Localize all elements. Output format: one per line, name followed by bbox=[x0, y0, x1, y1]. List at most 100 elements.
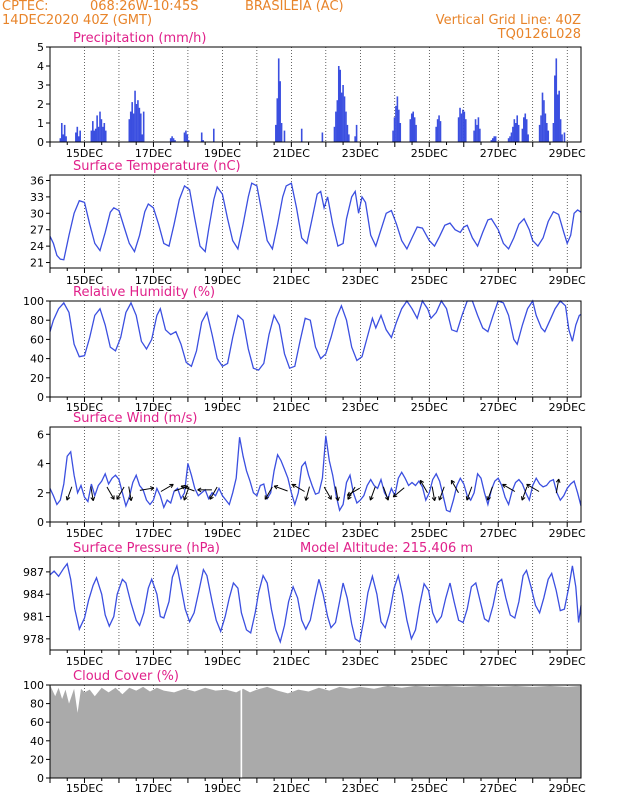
precip-bar bbox=[393, 117, 396, 142]
precip-bar bbox=[512, 126, 514, 142]
precip-bar bbox=[62, 134, 65, 142]
wind-arrow-head bbox=[487, 497, 491, 501]
precip-bar bbox=[200, 132, 203, 142]
y-tick-label: 2 bbox=[37, 98, 44, 111]
wind-arrow-head bbox=[183, 496, 185, 501]
y-tick-label: 1 bbox=[37, 117, 44, 130]
y-tick-label: 981 bbox=[23, 611, 44, 624]
wind-arrow-head bbox=[387, 496, 390, 501]
panel-4: Surface Wind (m/s) 0 2 4 6 15DEC 17DEC 19DEC 21D… bbox=[37, 411, 586, 540]
precip-bar bbox=[477, 117, 480, 142]
wind-arrow-head bbox=[304, 496, 307, 501]
wind-arrow bbox=[305, 486, 310, 501]
wind-arrow-head bbox=[197, 489, 202, 493]
x-tick-label: 27DEC bbox=[480, 782, 517, 795]
precip-bar bbox=[185, 130, 187, 142]
precip-bar bbox=[345, 111, 347, 142]
wind-arrow bbox=[502, 483, 516, 492]
precip-bar bbox=[336, 100, 339, 142]
precip-bar bbox=[79, 130, 81, 142]
precip-bar bbox=[187, 140, 190, 142]
precip-bar bbox=[436, 119, 439, 142]
precip-bar bbox=[563, 132, 566, 142]
y-tick-label: 100 bbox=[23, 295, 44, 308]
precip-bar bbox=[493, 136, 496, 142]
wind-arrow bbox=[291, 483, 305, 492]
precip-bar bbox=[63, 124, 66, 142]
precip-bar bbox=[464, 119, 467, 142]
series-line bbox=[49, 299, 582, 371]
precip-bar bbox=[97, 126, 100, 142]
precip-bar bbox=[460, 113, 463, 142]
x-tick-label: 17DEC bbox=[135, 527, 172, 540]
precip-bar bbox=[517, 124, 520, 142]
precip-bar bbox=[410, 113, 413, 142]
precip-bar bbox=[409, 119, 412, 142]
header-grid-note: Vertical Grid Line: 40Z bbox=[436, 13, 581, 28]
precip-bar bbox=[543, 100, 545, 142]
wind-arrow-head bbox=[197, 487, 202, 491]
x-tick-label: 23DEC bbox=[342, 527, 379, 540]
x-tick-label: 15DEC bbox=[66, 527, 103, 540]
precip-bar bbox=[479, 128, 481, 142]
y-tick-label: 0 bbox=[37, 772, 44, 785]
precip-bar bbox=[459, 107, 461, 142]
y-tick-label: 2 bbox=[37, 487, 44, 500]
precip-bar bbox=[129, 111, 132, 142]
precip-bar bbox=[335, 111, 337, 142]
y-tick-label: 5 bbox=[37, 41, 44, 54]
y-tick-label: 40 bbox=[30, 735, 44, 748]
x-tick-label: 23DEC bbox=[342, 147, 379, 160]
wind-arrow bbox=[90, 486, 94, 501]
wind-arrow bbox=[438, 486, 445, 501]
wind-arrow-head bbox=[438, 497, 443, 501]
x-tick-label: 19DEC bbox=[204, 401, 241, 414]
precip-bar bbox=[558, 90, 560, 142]
wind-arrow bbox=[335, 486, 339, 501]
y-tick-label: 60 bbox=[30, 716, 44, 729]
y-tick-label: 80 bbox=[30, 314, 44, 327]
precip-bar bbox=[77, 136, 80, 142]
wind-arrow-head bbox=[438, 496, 440, 501]
precip-bar bbox=[60, 123, 63, 142]
wind-arrow-head bbox=[337, 496, 340, 501]
precip-bar bbox=[346, 124, 349, 142]
wind-arrow-head bbox=[420, 479, 425, 483]
wind-arrow bbox=[347, 487, 360, 496]
series-line bbox=[49, 562, 582, 644]
panels: Precipitation (mm/h) 0 1 2 3 4 5 15DEC 17DEC 19DE… bbox=[23, 31, 586, 795]
x-tick-label: 27DEC bbox=[480, 274, 517, 287]
precip-bar bbox=[280, 123, 283, 142]
x-tick-label: 25DEC bbox=[411, 401, 448, 414]
precip-bar bbox=[462, 109, 464, 142]
wind-arrow bbox=[128, 486, 132, 501]
header-coords: 068:26W-10:45S bbox=[90, 0, 198, 14]
precip-bar bbox=[75, 132, 77, 142]
precip-bar bbox=[396, 96, 399, 142]
precip-bar bbox=[321, 132, 324, 142]
wind-arrow-head bbox=[291, 484, 295, 489]
x-tick-label: 15DEC bbox=[66, 655, 103, 668]
header-place: BRASILEIA (AC) bbox=[245, 0, 344, 14]
precip-bar bbox=[102, 126, 104, 142]
panel-2: Surface Temperature (nC) 21 24 27 30 33 36 15DE… bbox=[30, 159, 586, 287]
wind-arrow-head bbox=[486, 496, 489, 501]
precip-bar bbox=[559, 119, 562, 142]
wind-arrow-head bbox=[116, 496, 121, 500]
precip-bar bbox=[435, 126, 437, 142]
precip-bar bbox=[65, 136, 67, 142]
precip-bar bbox=[561, 134, 563, 142]
precip-bar bbox=[300, 128, 303, 142]
precip-bar bbox=[514, 123, 517, 142]
y-tick-label: 30 bbox=[30, 207, 44, 220]
precip-bar bbox=[343, 96, 346, 142]
x-tick-label: 17DEC bbox=[135, 147, 172, 160]
precip-bar bbox=[103, 123, 106, 142]
precip-bar bbox=[275, 124, 277, 142]
precip-bar bbox=[169, 138, 172, 142]
panel-title: Cloud Cover (%) bbox=[73, 669, 179, 684]
precip-bar bbox=[135, 104, 138, 142]
wind-arrow-head bbox=[369, 496, 371, 501]
x-tick-label: 27DEC bbox=[480, 147, 517, 160]
